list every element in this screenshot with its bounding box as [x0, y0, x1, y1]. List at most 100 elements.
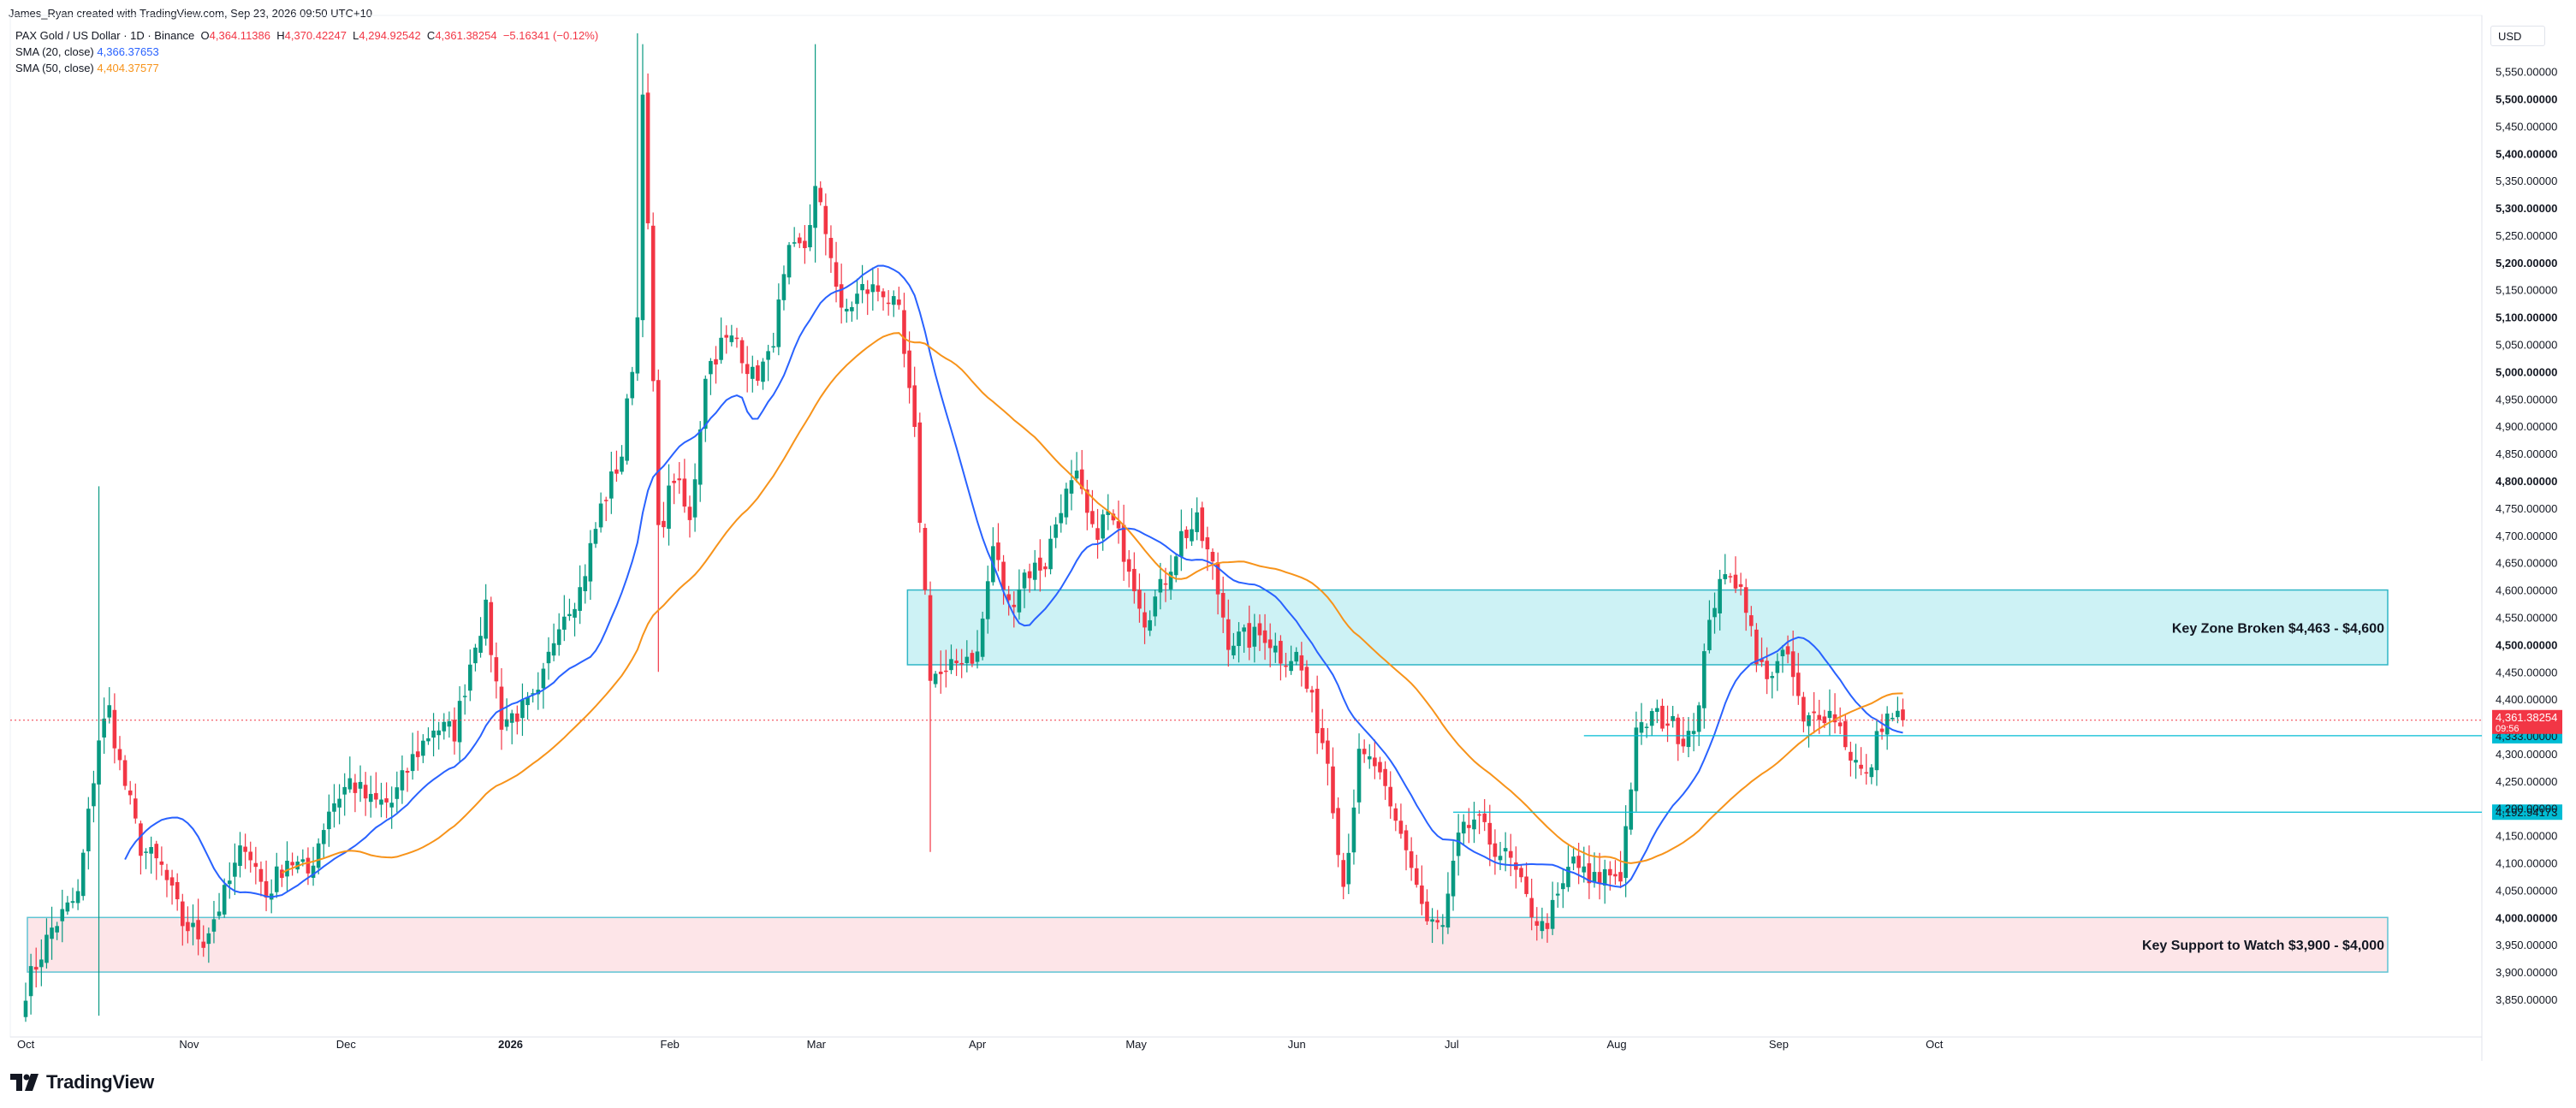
- candle[interactable]: [211, 919, 217, 932]
- candle[interactable]: [709, 360, 713, 375]
- candle[interactable]: [1116, 521, 1121, 529]
- candle[interactable]: [1859, 764, 1863, 769]
- candle[interactable]: [1790, 651, 1795, 678]
- candle[interactable]: [1111, 513, 1116, 521]
- candle[interactable]: [578, 587, 582, 611]
- candle[interactable]: [1686, 731, 1691, 748]
- candle[interactable]: [306, 857, 311, 874]
- candle[interactable]: [65, 902, 70, 912]
- candle[interactable]: [1529, 898, 1534, 918]
- candle[interactable]: [1602, 868, 1607, 886]
- candle[interactable]: [1728, 576, 1733, 578]
- candle[interactable]: [107, 705, 112, 718]
- candle[interactable]: [1681, 738, 1686, 747]
- candle[interactable]: [1534, 921, 1540, 926]
- candle[interactable]: [1440, 925, 1445, 927]
- candle[interactable]: [792, 242, 797, 244]
- candle[interactable]: [264, 880, 269, 898]
- candle[interactable]: [473, 647, 478, 664]
- candle[interactable]: [1173, 556, 1178, 576]
- candle[interactable]: [1012, 604, 1017, 607]
- candle[interactable]: [332, 803, 336, 812]
- candle[interactable]: [886, 302, 891, 305]
- candle[interactable]: [1832, 714, 1837, 723]
- candle[interactable]: [635, 317, 640, 374]
- candle[interactable]: [603, 500, 608, 501]
- candle[interactable]: [452, 720, 457, 742]
- candle[interactable]: [1566, 867, 1570, 887]
- candle[interactable]: [233, 862, 237, 877]
- candle[interactable]: [855, 293, 859, 305]
- candle[interactable]: [1696, 705, 1701, 732]
- candle[interactable]: [1409, 850, 1414, 868]
- candle[interactable]: [865, 289, 870, 294]
- candle[interactable]: [1048, 538, 1053, 570]
- candle[interactable]: [1210, 551, 1215, 562]
- candle[interactable]: [933, 673, 938, 684]
- candle[interactable]: [985, 581, 990, 619]
- candle[interactable]: [86, 809, 91, 851]
- candle[interactable]: [734, 337, 739, 340]
- candle[interactable]: [1179, 530, 1184, 557]
- candle[interactable]: [1289, 661, 1293, 672]
- candle[interactable]: [134, 798, 138, 819]
- candle[interactable]: [1503, 848, 1508, 852]
- candle[interactable]: [342, 786, 347, 795]
- candle[interactable]: [112, 709, 117, 749]
- candle[interactable]: [1775, 661, 1780, 673]
- candle[interactable]: [1555, 893, 1560, 896]
- candle[interactable]: [803, 240, 807, 249]
- candle[interactable]: [243, 846, 247, 852]
- candle[interactable]: [1843, 720, 1848, 748]
- candle[interactable]: [745, 364, 750, 375]
- candle[interactable]: [1749, 615, 1754, 626]
- candle[interactable]: [442, 721, 447, 732]
- candle[interactable]: [1320, 727, 1325, 744]
- candle[interactable]: [714, 358, 718, 365]
- candle[interactable]: [1247, 623, 1252, 648]
- candle[interactable]: [144, 851, 148, 853]
- candle[interactable]: [630, 371, 635, 399]
- candle[interactable]: [1738, 584, 1743, 587]
- candle[interactable]: [1184, 530, 1189, 538]
- candle[interactable]: [1054, 524, 1058, 538]
- candle[interactable]: [1362, 749, 1367, 755]
- candle[interactable]: [169, 877, 175, 886]
- candle[interactable]: [353, 782, 358, 793]
- candle[interactable]: [181, 901, 185, 927]
- candle[interactable]: [1655, 708, 1659, 712]
- candle[interactable]: [917, 422, 923, 524]
- candle[interactable]: [954, 661, 959, 664]
- candle[interactable]: [1508, 850, 1513, 858]
- candle[interactable]: [164, 869, 169, 880]
- legend-symbol[interactable]: PAX Gold / US Dollar · 1D · Binance: [15, 29, 195, 42]
- candle[interactable]: [1571, 856, 1576, 864]
- candle[interactable]: [499, 686, 504, 730]
- candle[interactable]: [536, 690, 541, 695]
- candle[interactable]: [389, 803, 394, 808]
- candle[interactable]: [92, 783, 96, 807]
- candle[interactable]: [1498, 856, 1503, 861]
- candle[interactable]: [1032, 562, 1037, 580]
- candle[interactable]: [897, 299, 901, 305]
- candle[interactable]: [1168, 572, 1173, 590]
- candle[interactable]: [1743, 587, 1748, 613]
- candle[interactable]: [1430, 919, 1434, 922]
- candle[interactable]: [1336, 808, 1340, 856]
- candle[interactable]: [1472, 819, 1476, 830]
- candle[interactable]: [462, 696, 467, 697]
- candle[interactable]: [1712, 607, 1717, 618]
- candle[interactable]: [1190, 529, 1194, 542]
- candle[interactable]: [739, 340, 745, 364]
- candle[interactable]: [1608, 868, 1612, 876]
- candle[interactable]: [1085, 489, 1089, 513]
- candle[interactable]: [484, 599, 488, 639]
- candle[interactable]: [860, 283, 864, 291]
- candle[interactable]: [818, 187, 823, 203]
- candle[interactable]: [1837, 722, 1843, 726]
- candle[interactable]: [1733, 574, 1738, 589]
- candle[interactable]: [729, 335, 734, 342]
- candle[interactable]: [504, 719, 509, 727]
- candle[interactable]: [662, 520, 666, 528]
- candle[interactable]: [379, 799, 383, 805]
